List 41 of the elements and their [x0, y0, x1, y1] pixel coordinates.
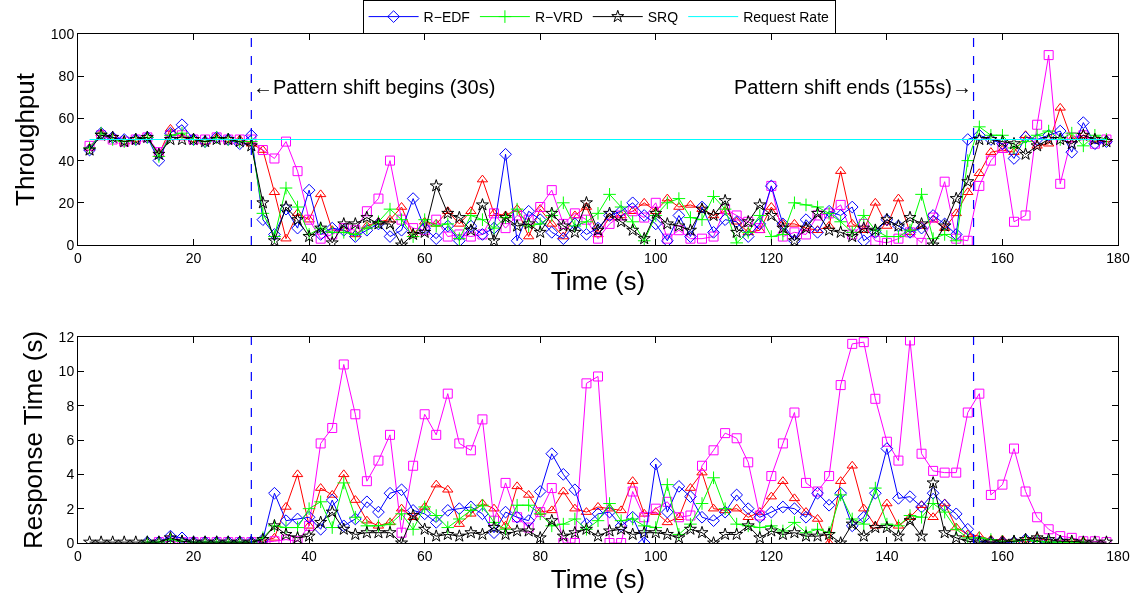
y-tick-label: 80 — [58, 68, 75, 85]
y-tick-label: 0 — [66, 236, 75, 253]
x-tick-label: 140 — [875, 547, 899, 564]
x-tick-label: 60 — [416, 547, 433, 564]
x-tick-label: 180 — [1106, 249, 1130, 266]
x-tick-label: 180 — [1106, 547, 1130, 564]
annotation: ←Pattern shift begins (30s) — [253, 76, 496, 98]
y-axis-title: Throughput — [10, 72, 41, 206]
y-tick-label: 60 — [58, 110, 75, 127]
y-tick-label: 20 — [58, 194, 75, 211]
x-tick-label: 40 — [301, 249, 318, 266]
x-tick-label: 20 — [185, 249, 202, 266]
x-tick-label: 40 — [301, 547, 318, 564]
x-axis-title: Time (s) — [550, 265, 646, 296]
y-tick-label: 40 — [58, 152, 75, 169]
x-tick-label: 60 — [416, 249, 433, 266]
legend-label: Request Rate — [743, 9, 830, 26]
y-tick-label: 12 — [58, 328, 75, 345]
y-tick-label: 10 — [58, 363, 75, 380]
x-tick-label: 80 — [532, 249, 549, 266]
x-tick-label: 160 — [990, 249, 1015, 266]
legend-label: R−EDF — [423, 9, 470, 26]
x-axis-title: Time (s) — [550, 563, 646, 594]
y-tick-label: 0 — [66, 534, 75, 551]
legend-label: SRQ — [647, 9, 679, 26]
x-tick-label: 100 — [644, 249, 668, 266]
legend-label: R−VRD — [534, 9, 583, 26]
y-tick-label: 6 — [66, 431, 75, 448]
x-tick-label: 80 — [532, 547, 549, 564]
y-tick-label: 2 — [66, 500, 75, 517]
x-tick-label: 20 — [185, 547, 202, 564]
y-tick-label: 8 — [66, 397, 75, 414]
annotation: Pattern shift ends (155s)→ — [734, 76, 972, 98]
x-tick-label: 100 — [644, 547, 668, 564]
y-axis-title: Response Time (s) — [18, 330, 49, 550]
y-tick-label: 100 — [50, 25, 75, 42]
x-tick-label: 120 — [759, 249, 784, 266]
y-tick-label: 4 — [66, 466, 75, 483]
x-tick-label: 140 — [875, 249, 899, 266]
x-tick-label: 120 — [759, 547, 784, 564]
x-tick-label: 160 — [990, 547, 1015, 564]
